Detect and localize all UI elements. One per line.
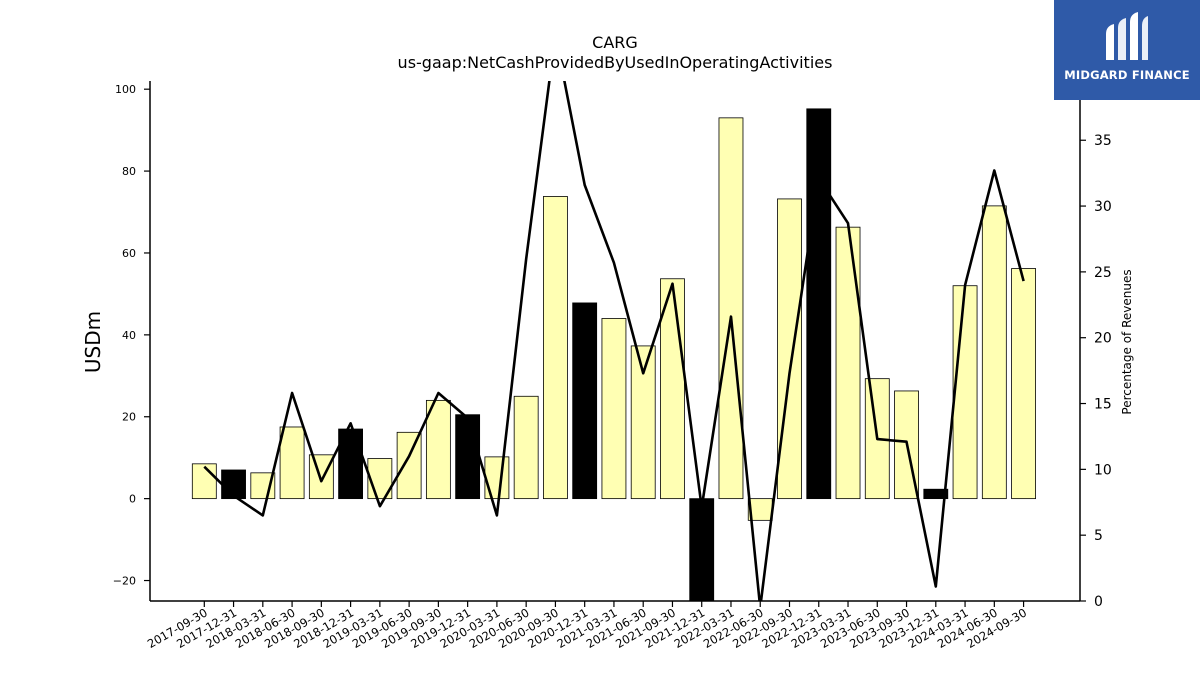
y-tick-label: −20 <box>113 575 136 588</box>
revenue-percentage-line <box>203 81 1025 601</box>
bar-2022-09-30 <box>777 198 802 500</box>
bar-2019-06-30 <box>396 431 422 500</box>
y-tick-label: 0 <box>129 493 136 506</box>
y-tick-label: 80 <box>122 165 136 178</box>
bar-2023-03-31 <box>835 226 861 500</box>
chart-subtitle: us-gaap:NetCashProvidedByUsedInOperating… <box>398 53 833 72</box>
logo: MIDGARD FINANCE <box>1054 0 1200 100</box>
y2-tick-label: 25 <box>1094 265 1112 281</box>
bar-2019-12-31 <box>455 414 481 500</box>
y2-tick-label: 10 <box>1094 462 1112 478</box>
bar-2021-06-30 <box>630 345 656 500</box>
bar-2020-12-31 <box>572 302 598 500</box>
bar-2017-09-30 <box>191 463 217 500</box>
bar-2024-09-30 <box>1011 268 1036 500</box>
y2-tick-label: 0 <box>1094 594 1103 610</box>
logo-mark-icon <box>1106 12 1148 60</box>
chart-title: CARG <box>592 33 638 52</box>
logo-text: MIDGARD FINANCE <box>1064 68 1190 82</box>
y-tick-label: 20 <box>122 411 136 424</box>
y2-tick-label: 5 <box>1094 528 1103 544</box>
bar-2018-09-30 <box>308 454 334 500</box>
bars-group <box>191 108 1036 601</box>
y-tick-label: 60 <box>122 247 136 260</box>
bar-2024-03-31 <box>952 285 978 500</box>
bar-2021-09-30 <box>660 278 685 500</box>
bar-2022-12-31 <box>806 108 832 500</box>
bar-2021-03-31 <box>601 318 627 500</box>
bar-2022-03-31 <box>718 117 744 500</box>
bar-2020-03-31 <box>484 456 510 500</box>
bar-2019-09-30 <box>425 399 451 500</box>
y2-tick-label: 20 <box>1094 331 1112 347</box>
y2-tick-label: 15 <box>1094 397 1112 413</box>
y2-tick-label: 35 <box>1094 133 1112 149</box>
y2-axis-label: Percentage of Revenues <box>1120 269 1134 414</box>
bar-2020-09-30 <box>543 196 568 500</box>
bar-2024-06-30 <box>981 205 1007 500</box>
y-tick-label: 100 <box>115 83 136 96</box>
bar-2021-12-31 <box>689 498 715 601</box>
y-axis-label: USDm <box>81 311 105 373</box>
y-tick-label: 40 <box>122 329 136 342</box>
bar-2023-12-31 <box>923 488 949 500</box>
line-group <box>203 81 1025 601</box>
bar-2020-06-30 <box>513 395 539 500</box>
y2-tick-label: 30 <box>1094 199 1112 215</box>
bar-2018-06-30 <box>279 426 305 500</box>
